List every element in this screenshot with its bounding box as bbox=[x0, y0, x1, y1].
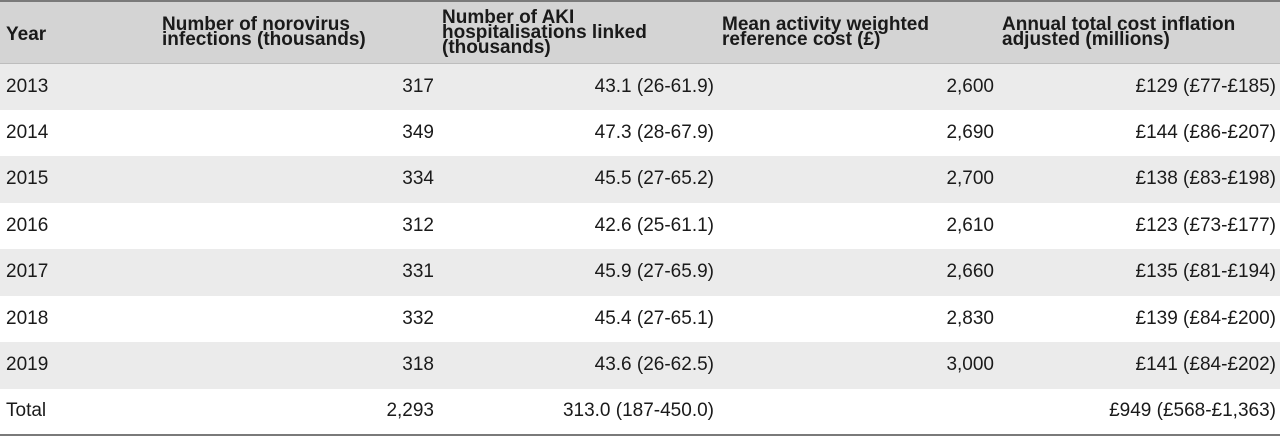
table-row: 2016 312 42.6 (25-61.1) 2,610 £123 (£73-… bbox=[0, 202, 1280, 249]
table-body: 2013 317 43.1 (26-61.9) 2,600 £129 (£77-… bbox=[0, 63, 1280, 435]
cell-reference-cost: 2,610 bbox=[946, 214, 994, 236]
cell-annual-cost: £135 (£81-£194) bbox=[1135, 261, 1277, 283]
header-year: Year bbox=[0, 1, 158, 64]
table-row: 2017 331 45.9 (27-65.9) 2,660 £135 (£81-… bbox=[0, 249, 1280, 296]
cell-aki: 45.5 (27-65.2) bbox=[594, 168, 714, 190]
cell-total-label: Total bbox=[6, 400, 47, 422]
table-row: 2015 334 45.5 (27-65.2) 2,700 £138 (£83-… bbox=[0, 156, 1280, 203]
table-row: 2019 318 43.6 (26-62.5) 3,000 £141 (£84-… bbox=[0, 342, 1280, 389]
cell-reference-cost: 2,660 bbox=[946, 261, 994, 283]
cell-year: 2018 bbox=[6, 307, 49, 329]
cell-reference-cost: 2,600 bbox=[946, 75, 994, 97]
table-row: 2014 349 47.3 (28-67.9) 2,690 £144 (£86-… bbox=[0, 109, 1280, 156]
cell-aki: 45.4 (27-65.1) bbox=[594, 307, 714, 329]
cell-infections: 317 bbox=[402, 75, 434, 97]
header-aki-hospitalisations: Number of AKI hospitalisations linked (t… bbox=[438, 1, 718, 64]
table-row: 2018 332 45.4 (27-65.1) 2,830 £139 (£84-… bbox=[0, 295, 1280, 342]
cell-infections: 334 bbox=[402, 168, 434, 190]
cell-infections: 349 bbox=[402, 121, 434, 143]
header-reference-cost: Mean activity weighted reference cost (£… bbox=[718, 1, 998, 64]
cell-aki: 42.6 (25-61.1) bbox=[594, 214, 714, 236]
total-row: Total 2,293 313.0 (187-450.0) £949 (£568… bbox=[0, 388, 1280, 436]
cell-infections: 318 bbox=[402, 354, 434, 376]
cell-reference-cost: 2,700 bbox=[946, 168, 994, 190]
cell-infections: 331 bbox=[402, 261, 434, 283]
cell-year: 2019 bbox=[6, 354, 49, 376]
table-header: Year Number of norovirus infections (tho… bbox=[0, 1, 1280, 64]
header-annual-total-cost: Annual total cost inflation adjusted (mi… bbox=[998, 1, 1280, 64]
cell-total-annual-cost: £949 (£568-£1,363) bbox=[1109, 400, 1276, 422]
cell-infections: 312 bbox=[402, 214, 434, 236]
cell-annual-cost: £139 (£84-£200) bbox=[1135, 307, 1277, 329]
cell-year: 2014 bbox=[6, 121, 49, 143]
cell-reference-cost: 2,690 bbox=[946, 121, 994, 143]
table-row: 2013 317 43.1 (26-61.9) 2,600 £129 (£77-… bbox=[0, 63, 1280, 110]
cell-total-aki: 313.0 (187-450.0) bbox=[562, 400, 714, 422]
cell-year: 2015 bbox=[6, 168, 49, 190]
header-norovirus-infections: Number of norovirus infections (thousand… bbox=[158, 1, 438, 64]
cell-year: 2017 bbox=[6, 261, 49, 283]
cell-annual-cost: £129 (£77-£185) bbox=[1135, 75, 1277, 97]
cell-aki: 45.9 (27-65.9) bbox=[594, 261, 714, 283]
cell-infections: 332 bbox=[402, 307, 434, 329]
header-row: Year Number of norovirus infections (tho… bbox=[0, 1, 1280, 64]
cell-year: 2013 bbox=[6, 75, 49, 97]
cell-total-reference-cost bbox=[718, 389, 998, 436]
cell-reference-cost: 3,000 bbox=[946, 354, 994, 376]
cell-annual-cost: £138 (£83-£198) bbox=[1135, 168, 1277, 190]
cell-year: 2016 bbox=[6, 214, 49, 236]
cell-annual-cost: £123 (£73-£177) bbox=[1135, 214, 1277, 236]
cell-aki: 43.6 (26-62.5) bbox=[594, 354, 714, 376]
cell-aki: 47.3 (28-67.9) bbox=[594, 121, 714, 143]
cell-aki: 43.1 (26-61.9) bbox=[594, 75, 714, 97]
cell-total-infections: 2,293 bbox=[386, 400, 434, 422]
cell-reference-cost: 2,830 bbox=[946, 307, 994, 329]
cell-annual-cost: £141 (£84-£202) bbox=[1135, 354, 1277, 376]
cell-annual-cost: £144 (£86-£207) bbox=[1135, 121, 1277, 143]
